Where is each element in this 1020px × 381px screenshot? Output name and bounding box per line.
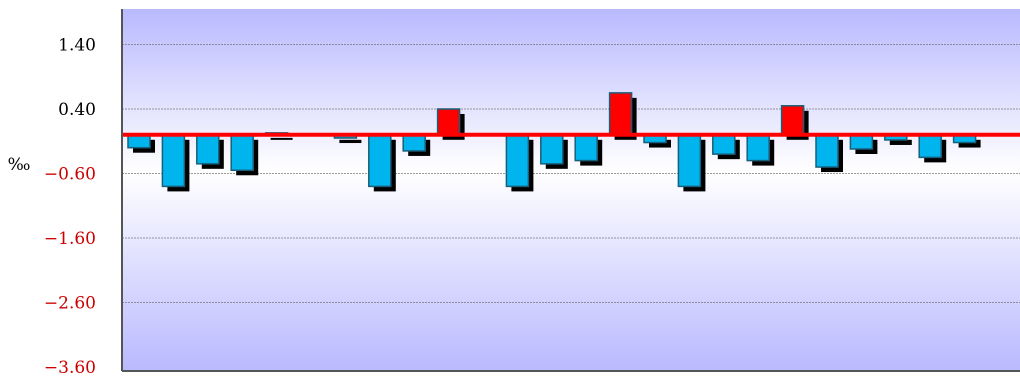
bar <box>161 134 190 192</box>
y-tick-label: 0.40 <box>58 100 96 120</box>
bar <box>608 92 637 140</box>
bar-shadow <box>270 137 293 140</box>
bar <box>540 134 568 169</box>
bar <box>677 134 706 192</box>
bar-body <box>849 134 874 150</box>
bar-body <box>677 134 702 188</box>
bar <box>196 134 224 169</box>
bar <box>815 134 843 173</box>
bar-body <box>746 134 770 162</box>
bar <box>712 134 740 160</box>
bar-body <box>505 134 530 188</box>
bar-body <box>436 108 461 136</box>
plot-area <box>122 9 1020 371</box>
bar-shadow <box>649 139 671 148</box>
bar <box>230 134 259 176</box>
y-tick-label: 1.40 <box>58 36 96 56</box>
y-tick-label: −0.60 <box>44 165 96 185</box>
bar-body <box>196 134 220 165</box>
bar <box>746 134 775 166</box>
bar-body <box>815 134 839 168</box>
bar-body <box>574 134 598 162</box>
y-tick-label: −1.60 <box>44 229 96 249</box>
bar <box>505 134 534 192</box>
bar-body <box>918 134 942 159</box>
y-tick-label: −3.60 <box>44 358 96 378</box>
bar-body <box>368 134 392 188</box>
bar-body <box>540 134 564 165</box>
bar-body <box>712 134 736 155</box>
bar-shadow <box>958 139 981 148</box>
bar-body <box>402 134 426 152</box>
bar-body <box>608 92 633 136</box>
y-tick-label: −2.60 <box>44 294 96 314</box>
bar-shadow <box>889 139 912 145</box>
y-axis-label: ‰ <box>8 155 31 175</box>
bar-shadow <box>339 139 362 144</box>
bar-body <box>230 134 254 172</box>
bar-body <box>780 105 805 136</box>
bar <box>368 134 396 192</box>
y-axis-ticks: 1.40 0.40 −0.60 −1.60 −2.60 −3.60 <box>44 36 96 379</box>
bar <box>402 134 431 156</box>
gridlines <box>122 44 1020 303</box>
bar <box>127 134 155 153</box>
bar-body <box>161 134 186 188</box>
